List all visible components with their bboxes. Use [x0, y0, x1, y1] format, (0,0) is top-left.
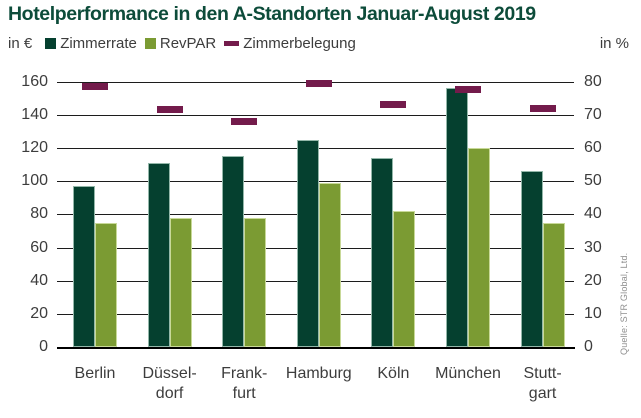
- bar-revpar-hamburg: [318, 182, 341, 347]
- bar-revpar-stuttgart: [542, 222, 565, 347]
- right-axis-tick-10: 10: [584, 304, 602, 322]
- right-axis-tick-60: 60: [584, 139, 602, 157]
- bar-zimmerrate-hamburg: [296, 139, 319, 347]
- gridline-140: [57, 114, 574, 116]
- category-label-line: Stutt-: [523, 365, 562, 382]
- bar-revpar-berlin: [95, 222, 117, 347]
- left-axis-tick-40: 40: [30, 271, 48, 289]
- left-axis-tick-120: 120: [21, 139, 48, 157]
- left-axis-unit-label: in €: [8, 35, 33, 52]
- left-axis-tick-0: 0: [39, 338, 48, 355]
- legend-item-zimmerrate: Zimmerrate: [45, 35, 137, 52]
- left-axis-tick-20: 20: [30, 304, 48, 322]
- bar-zimmerrate-mnchen: [446, 88, 468, 347]
- right-axis-tick-80: 80: [584, 72, 602, 90]
- right-axis-unit-label: in %: [599, 35, 629, 52]
- category-label-hamburg: Hamburg: [277, 364, 361, 384]
- category-label-line: Köln: [377, 365, 410, 382]
- category-label-line: Frank-: [221, 365, 268, 382]
- category-label-line: München: [435, 365, 501, 382]
- category-label-line: gart: [528, 385, 557, 402]
- bar-zimmerrate-frankfurt: [222, 156, 245, 347]
- category-label-line: furt: [232, 385, 256, 402]
- category-label-frankfurt: Frank-furt: [202, 364, 286, 404]
- legend-item-revpar: RevPAR: [144, 35, 217, 52]
- legend-label: Zimmerrate: [60, 35, 137, 52]
- dash-zimmerbelegung-berlin: [82, 83, 108, 91]
- dash-zimmerbelegung-hamburg: [305, 79, 332, 87]
- dash-zimmerbelegung-dsseldorf: [156, 106, 183, 114]
- right-axis-tick-0: 0: [584, 338, 593, 355]
- category-label-mnchen: München: [426, 364, 510, 384]
- chart-title: Hotelperformance in den A-Standorten Jan…: [8, 3, 536, 25]
- category-label-line: Hamburg: [285, 365, 352, 382]
- bar-revpar-frankfurt: [244, 217, 267, 347]
- dash-zimmerbelegung-mnchen: [455, 86, 481, 94]
- dash-zimmerbelegung-kln: [380, 101, 407, 109]
- left-axis-tick-80: 80: [30, 205, 48, 223]
- bar-revpar-dsseldorf: [169, 217, 192, 347]
- revpar-legend-marker: [144, 38, 156, 49]
- left-axis-tick-60: 60: [30, 238, 48, 256]
- zimmerrate-legend-marker: [45, 38, 57, 49]
- category-label-line: dorf: [155, 385, 184, 402]
- legend-row: in € Zimmerrate RevPAR Zimmerbelegung in %: [8, 35, 629, 52]
- bar-zimmerrate-berlin: [73, 186, 95, 347]
- bar-revpar-mnchen: [468, 148, 490, 347]
- category-label-line: Düssel-: [142, 365, 197, 382]
- right-axis-tick-50: 50: [584, 172, 602, 190]
- category-label-berlin: Berlin: [53, 364, 137, 384]
- zimmerbelegung-legend-marker: [224, 41, 240, 46]
- legend-item-zimmerbelegung: Zimmerbelegung: [224, 35, 356, 52]
- right-axis-tick-20: 20: [584, 271, 602, 289]
- left-axis-tick-160: 160: [21, 72, 48, 90]
- bar-zimmerrate-dsseldorf: [147, 162, 170, 347]
- right-axis-tick-30: 30: [584, 238, 602, 256]
- right-axis-tick-40: 40: [584, 205, 602, 223]
- left-axis-tick-100: 100: [21, 172, 48, 190]
- bar-zimmerrate-stuttgart: [520, 171, 543, 347]
- category-label-kln: Köln: [351, 364, 435, 384]
- legend-label: RevPAR: [159, 35, 217, 52]
- left-axis-tick-140: 140: [21, 105, 48, 123]
- dash-zimmerbelegung-frankfurt: [231, 117, 258, 125]
- right-axis-tick-70: 70: [584, 105, 602, 123]
- dash-zimmerbelegung-stuttgart: [529, 104, 556, 112]
- bar-zimmerrate-kln: [371, 157, 394, 347]
- category-label-line: Berlin: [74, 365, 116, 382]
- category-label-dsseldorf: Düssel-dorf: [128, 364, 212, 404]
- legend-label: Zimmerbelegung: [243, 35, 356, 52]
- category-label-stuttgart: Stutt-gart: [501, 364, 585, 404]
- legend-items: Zimmerrate RevPAR Zimmerbelegung: [45, 35, 356, 52]
- bar-revpar-kln: [393, 211, 416, 347]
- x-axis-baseline: [57, 346, 575, 349]
